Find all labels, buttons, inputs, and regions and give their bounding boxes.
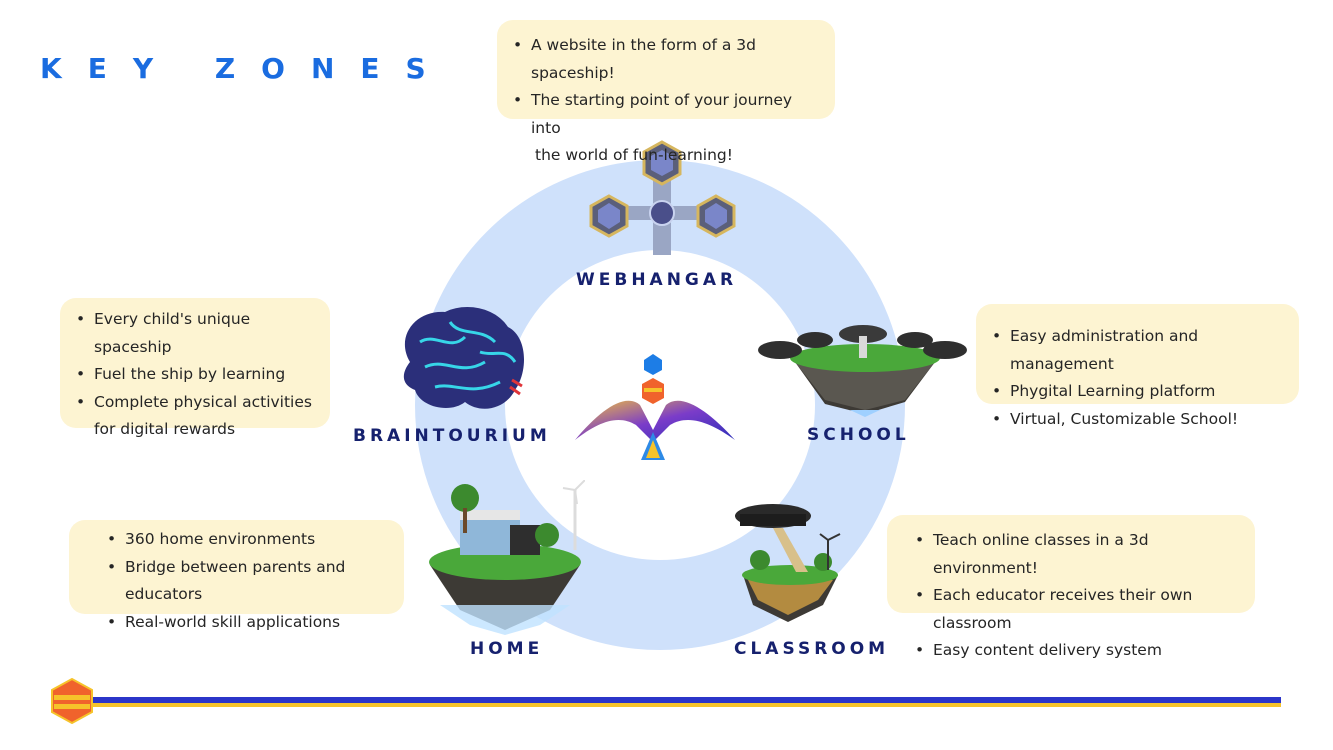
braintourium-bullet: Fuel the ship by learning (76, 361, 314, 389)
webhangar-bullet-continuation: the world of fun-learning! (535, 146, 733, 164)
webhangar-label: WEBHANGAR (576, 270, 738, 290)
center-bird-logo (575, 354, 735, 460)
home-bullet: 360 home environments (107, 526, 388, 554)
classroom-bullet: Teach online classes in a 3d environment… (915, 527, 1239, 582)
footer-bar-blue (93, 697, 1281, 703)
classroom-island-illustration (735, 504, 841, 622)
classroom-info-box: Teach online classes in a 3d environment… (887, 515, 1255, 664)
school-info-box: Easy administration and management Phygi… (976, 304, 1299, 433)
webhangar-bullet: The starting point of your journey into (513, 87, 819, 142)
school-bullet: Easy administration and management (992, 323, 1283, 378)
footer-bar-yellow (93, 703, 1281, 707)
home-bullet: Real-world skill applications (107, 609, 388, 637)
braintourium-label: BRAINTOURIUM (353, 426, 551, 446)
home-bullet: Bridge between parents and educators (107, 554, 388, 609)
home-island-illustration (429, 480, 585, 635)
webhangar-bullet: A website in the form of a 3d spaceship! (513, 32, 819, 87)
braintourium-info-box: Every child's unique spaceship Fuel the … (60, 298, 330, 438)
webhangar-spaceship-illustration (589, 140, 736, 255)
school-bullet: Phygital Learning platform (992, 378, 1283, 406)
school-bullet: Virtual, Customizable School! (992, 406, 1283, 434)
braintourium-brain-illustration (403, 307, 525, 409)
classroom-label: CLASSROOM (734, 639, 890, 659)
footer-hexagon-logo-icon (51, 678, 93, 724)
classroom-bullet: Each educator receives their own classro… (915, 582, 1239, 637)
braintourium-bullet-continuation: for digital rewards (94, 420, 236, 438)
school-label: SCHOOL (807, 425, 910, 445)
school-island-illustration (758, 325, 967, 417)
braintourium-bullet: Every child's unique spaceship (76, 306, 314, 361)
page-title: KEY ZONES (40, 52, 452, 85)
webhangar-info-box: A website in the form of a 3d spaceship!… (497, 20, 835, 164)
home-info-box: 360 home environments Bridge between par… (69, 520, 404, 636)
classroom-bullet: Easy content delivery system (915, 637, 1239, 665)
braintourium-bullet: Complete physical activities (76, 389, 314, 417)
home-label: HOME (470, 639, 544, 659)
